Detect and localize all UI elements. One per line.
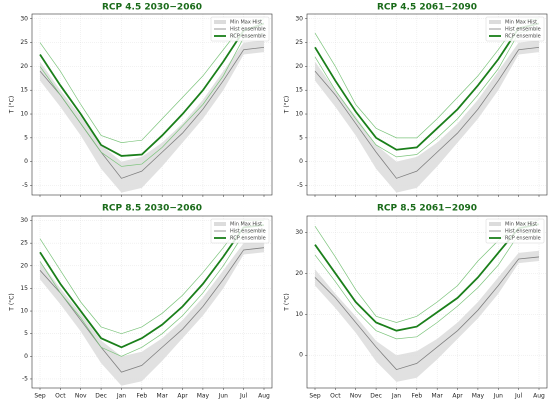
x-tick-label: Sep (34, 393, 46, 400)
x-tick-label: Feb (137, 393, 148, 400)
legend-label: RCP ensemble (230, 34, 266, 40)
range-band (40, 40, 264, 193)
x-tick-label: Oct (55, 393, 66, 400)
series-line (314, 256, 540, 371)
series-line (39, 18, 265, 143)
y-tick-label: 10 (20, 111, 28, 118)
series-line (314, 223, 540, 332)
legend-label: Min Max Hist (505, 20, 537, 26)
series-line (314, 18, 540, 139)
series-line (314, 22, 540, 151)
chart-title: RCP 8.5 2061−2090 (377, 204, 477, 214)
series-line (314, 27, 540, 158)
y-tick-label: 0 (24, 353, 28, 360)
x-tick-label: Apr (177, 393, 188, 400)
range-band (315, 250, 539, 382)
legend-swatch (214, 20, 226, 24)
y-tick-label: 10 (295, 111, 303, 118)
legend-label: Min Max Hist (230, 20, 262, 26)
y-tick-label: 15 (20, 87, 28, 94)
x-tick-label: May (197, 393, 210, 400)
x-tick-label: Jun (493, 393, 504, 400)
legend-label: Hist ensemble (230, 27, 266, 33)
x-tick-label: Aug (533, 393, 545, 400)
series-line (314, 232, 540, 340)
y-tick-label: 0 (299, 158, 303, 165)
legend-swatch (489, 20, 501, 24)
series-line (39, 32, 265, 167)
y-tick-label: 10 (20, 308, 28, 315)
x-tick-label: Jan (116, 393, 126, 400)
y-tick-label: 20 (295, 63, 303, 70)
y-axis-label: T (°C) (9, 96, 16, 114)
x-tick-label: Apr (452, 393, 463, 400)
y-tick-label: -5 (22, 182, 28, 189)
legend-label: RCP ensemble (230, 236, 266, 242)
series-line (39, 224, 265, 349)
y-tick-label: 5 (299, 134, 303, 141)
x-tick-label: Jul (239, 393, 248, 400)
y-tick-label: -5 (297, 182, 303, 189)
x-tick-label: Oct (330, 393, 341, 400)
y-tick-label: 5 (24, 134, 28, 141)
x-tick-label: Feb (412, 393, 423, 400)
legend-label: Hist ensemble (505, 229, 541, 235)
x-tick-label: Dec (95, 393, 107, 400)
y-tick-label: 5 (24, 330, 28, 337)
y-tick-label: 30 (295, 15, 303, 22)
x-tick-label: Jun (218, 393, 229, 400)
axes-frame (31, 13, 273, 196)
legend-label: RCP ensemble (505, 34, 541, 40)
y-axis-label: T (°C) (9, 293, 16, 311)
y-tick-label: 20 (295, 270, 303, 277)
y-tick-label: 30 (295, 229, 303, 236)
y-tick-label: 15 (20, 285, 28, 292)
y-tick-label: 30 (20, 15, 28, 22)
x-tick-label: May (472, 393, 485, 400)
x-tick-label: Nov (350, 393, 362, 400)
y-tick-label: 25 (295, 39, 303, 46)
y-tick-label: 0 (299, 352, 303, 359)
axes-frame (306, 13, 548, 196)
x-tick-label: Mar (432, 393, 444, 400)
range-band (315, 40, 539, 193)
legend-label: Hist ensemble (505, 27, 541, 33)
x-tick-label: Jan (391, 393, 401, 400)
legend-swatch (489, 222, 501, 226)
y-axis-label: T (°C) (284, 293, 291, 311)
chart-title: RCP 8.5 2030−2060 (102, 204, 202, 214)
x-tick-label: Sep (309, 393, 321, 400)
range-band (40, 240, 264, 386)
axes-frame (31, 215, 273, 389)
y-tick-label: 30 (20, 217, 28, 224)
y-tick-label: 0 (24, 158, 28, 165)
series-line (39, 247, 265, 373)
y-tick-label: 20 (20, 63, 28, 70)
y-tick-label: 20 (20, 262, 28, 269)
series-line (314, 46, 540, 179)
y-tick-label: 15 (295, 87, 303, 94)
series-line (39, 229, 265, 357)
legend-label: Min Max Hist (505, 222, 537, 228)
chart-title: RCP 4.5 2061−2090 (377, 3, 477, 13)
legend-label: RCP ensemble (505, 236, 541, 242)
x-tick-label: Nov (75, 393, 87, 400)
y-tick-label: 25 (20, 240, 28, 247)
x-tick-label: Dec (370, 393, 382, 400)
y-tick-label: -5 (22, 375, 28, 382)
y-axis-label: T (°C) (284, 96, 291, 114)
y-tick-label: 10 (295, 311, 303, 318)
series-line (39, 22, 265, 157)
x-tick-label: Aug (258, 393, 270, 400)
legend-swatch (214, 222, 226, 226)
y-tick-label: 25 (20, 39, 28, 46)
legend-label: Min Max Hist (230, 222, 262, 228)
x-tick-label: Jul (514, 393, 523, 400)
x-tick-label: Mar (157, 393, 169, 400)
axes-frame (306, 215, 548, 389)
legend-label: Hist ensemble (230, 229, 266, 235)
chart-title: RCP 4.5 2030−2060 (102, 3, 202, 13)
